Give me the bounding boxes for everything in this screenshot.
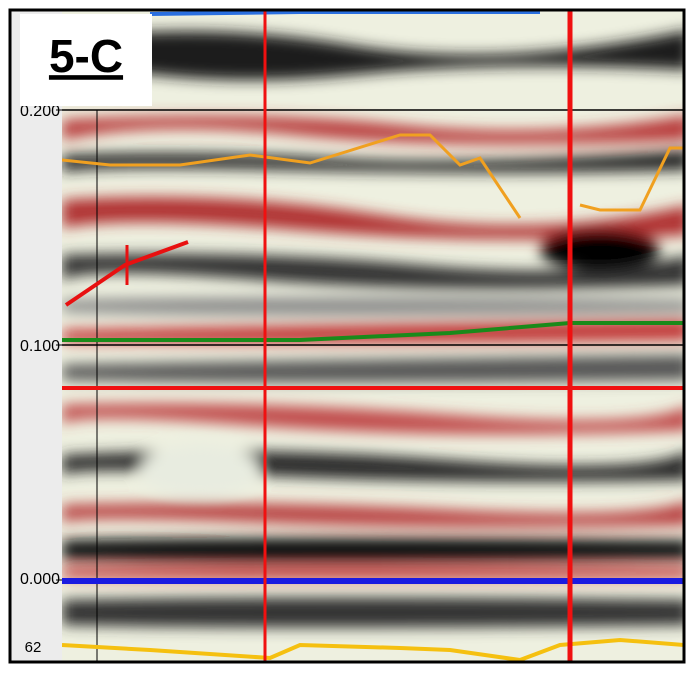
horizon-orange — [579, 146, 684, 212]
axis-strip — [10, 10, 62, 662]
seismic-image — [62, 10, 684, 662]
y-axis: 0.200 0.100 0.000 — [20, 103, 62, 588]
label-box — [20, 14, 152, 106]
panel-label: 5-C — [49, 30, 123, 82]
amplitude-bands — [62, 31, 684, 628]
fault-pick — [64, 240, 189, 307]
y-tick-label: 0.200 — [20, 103, 60, 120]
horizon-orange — [62, 133, 522, 219]
horizon-blue-top — [149, 10, 540, 16]
frame — [8, 8, 686, 664]
trace-label: 62 — [25, 639, 42, 656]
y-tick-label: 0.100 — [20, 338, 60, 355]
horizon-green — [62, 321, 684, 342]
y-tick-label: 0.000 — [20, 571, 60, 588]
horizon-yellow — [62, 637, 684, 662]
